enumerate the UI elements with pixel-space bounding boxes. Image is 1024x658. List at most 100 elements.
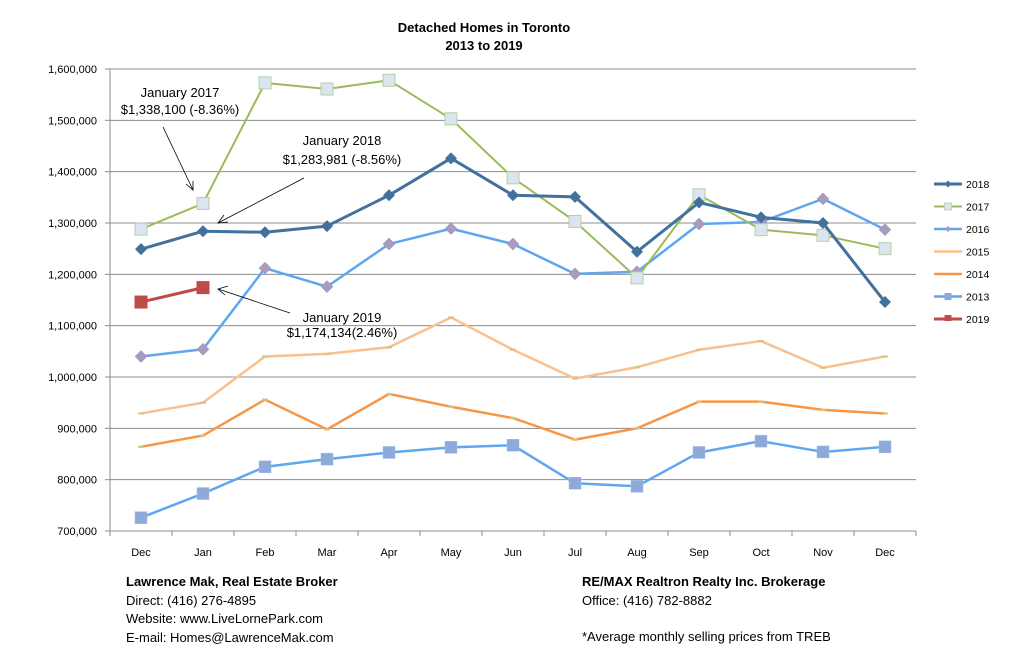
x-tick-label: Jan [194,547,212,559]
annotation-2017-arrowhead [185,181,194,191]
data-point [444,222,458,236]
annotation-2018-line2: $1,283,981 (-8.56%) [283,152,402,167]
series-2014 [138,392,888,449]
x-axis: Dec Jan Feb Mar Apr May Jun Jul Aug Sep Oct Nov Dec [109,530,917,559]
series-line [140,286,204,304]
data-point [878,242,892,256]
legend-label: 2016 [966,224,990,236]
chart-subtitle: 2013 to 2019 [445,38,522,53]
x-tick-label: May [441,547,462,559]
line-chart: Detached Homes in Toronto 2013 to 2019 7… [48,20,990,559]
x-tick-label: Dec [875,547,895,559]
x-tick-label: Mar [318,547,337,559]
data-point [197,225,209,238]
y-tick-label: 900,000 [57,423,97,435]
series-2018 [135,152,891,309]
legend-label: 2013 [966,292,990,304]
data-point [692,217,706,231]
data-point [258,261,272,275]
annotation-2018-arrow [217,177,305,224]
broker-website[interactable]: Website: www.LiveLornePark.com [126,611,324,626]
legend-label: 2017 [966,202,990,214]
series-2015 [138,316,888,415]
annotation-jan-2019: January 2019 $1,174,134(2.46%) [217,285,398,340]
annotation-2019-line2: $1,174,134(2.46%) [287,325,398,340]
series-2017 [134,73,892,285]
annotation-jan-2018: January 2018 $1,283,981 (-8.56%) [217,133,402,224]
series-line [140,316,886,415]
legend-marker [944,202,952,211]
broker-email[interactable]: E-mail: Homes@LawrenceMak.com [126,629,334,645]
annotation-2019-line1: January 2019 [303,310,382,325]
x-tick-label: Jun [504,547,522,559]
data-point [444,112,458,126]
data-point [134,222,148,236]
data-source-note: *Average monthly selling prices from TRE… [582,629,831,644]
broker-name: Lawrence Mak, Real Estate Broker [126,574,338,589]
data-point [258,460,272,474]
annotation-2017-arrow [162,126,194,191]
annotation-2018-arrowhead [217,214,229,224]
legend-item-2013: 2013 [934,292,990,304]
data-point [382,73,396,87]
data-point [630,271,644,285]
y-tick-label: 800,000 [57,475,97,487]
legend-item-2015: 2015 [934,247,990,259]
data-point [816,192,830,206]
data-point [135,243,147,256]
legend-item-2017: 2017 [934,202,990,214]
data-point [134,511,148,524]
data-point [568,214,582,228]
y-tick-label: 1,500,000 [48,115,97,127]
data-point [817,217,829,229]
brokerage-name: RE/MAX Realtron Realty Inc. Brokerage [582,574,826,589]
x-tick-label: Sep [689,547,709,559]
legend-label: 2015 [966,247,990,259]
data-point [754,223,768,237]
x-tick-label: Apr [380,547,397,559]
data-point [693,196,705,209]
legend-label: 2014 [966,269,990,281]
x-tick-label: Feb [256,547,275,559]
legend-marker [944,180,952,188]
series-group [134,73,892,524]
annotation-2017-line1: January 2017 [141,85,220,100]
annotation-2018-line1: January 2018 [303,133,382,148]
data-point [134,350,148,363]
data-point [383,189,395,202]
annotations: January 2017 $1,338,100 (-8.36%) January… [121,85,402,340]
legend-item-2019: 2019 [934,314,990,326]
legend-item-2016: 2016 [934,224,990,236]
data-point [754,434,768,448]
office-phone: Office: (416) 782-8882 [582,592,712,608]
y-tick-label: 1,400,000 [48,167,97,179]
data-point [878,223,892,237]
data-point [320,280,334,294]
legend-item-2014: 2014 [934,269,990,281]
legend-marker [944,315,952,321]
data-point [445,152,457,165]
legend-label: 2018 [966,179,990,191]
data-point [382,237,396,251]
series-line [140,392,886,449]
data-point [321,220,333,233]
data-point [382,446,396,459]
data-point [506,439,520,452]
data-point [879,296,891,309]
data-point [506,171,520,185]
data-point [568,477,582,490]
legend-marker [944,293,952,300]
data-point [816,445,830,459]
series-2019 [134,281,210,309]
gridlines [110,68,916,481]
x-tick-label: Nov [813,547,833,559]
annotation-2019-arrowhead [217,285,229,296]
legend-marker [945,226,951,232]
legend: 2018 2017 2016 2015 2014 2013 2019 [934,179,990,326]
data-point [196,281,210,295]
data-point [320,82,334,96]
broker-direct-phone: Direct: (416) 276-4895 [126,592,257,608]
data-point [507,189,519,202]
x-tick-label: Aug [627,547,647,559]
y-tick-label: 1,600,000 [48,64,97,76]
